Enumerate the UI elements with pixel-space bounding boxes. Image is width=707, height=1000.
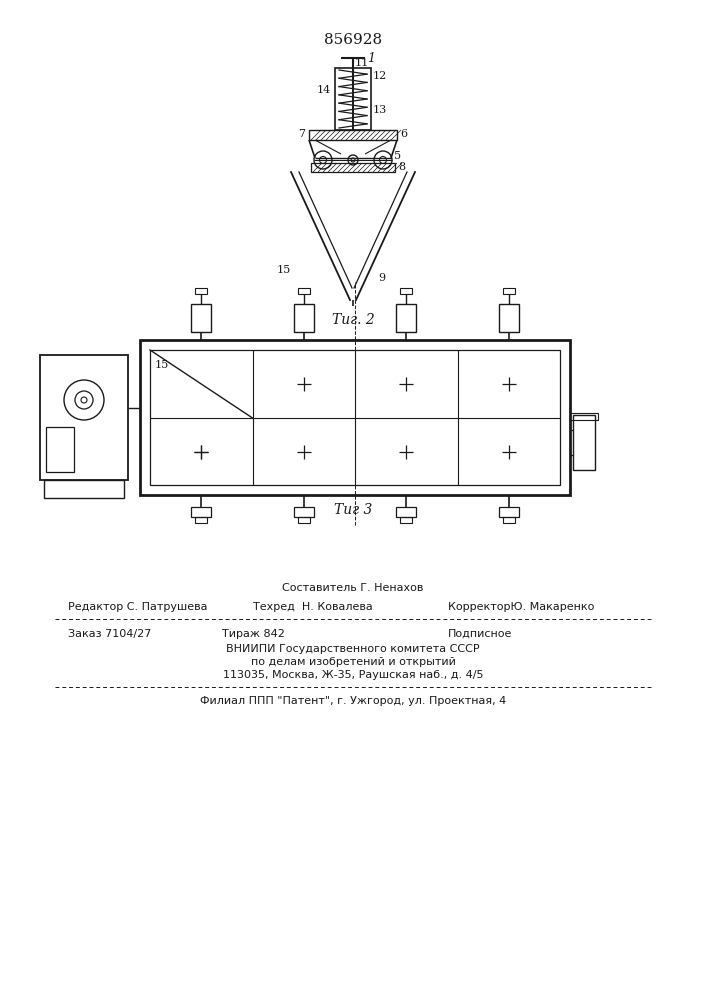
Bar: [400, 288, 412, 294]
Bar: [293, 507, 314, 517]
Text: 15: 15: [276, 265, 291, 275]
Text: 6: 6: [400, 129, 407, 139]
Bar: [503, 517, 515, 523]
Bar: [150, 350, 560, 485]
Text: 9: 9: [378, 273, 385, 283]
Bar: [46, 427, 74, 472]
Bar: [309, 130, 397, 140]
Text: Составитель Г. Ненахов: Составитель Г. Ненахов: [282, 583, 423, 593]
Text: Τиг. 2: Τиг. 2: [332, 313, 375, 327]
Text: Тираж 842: Тираж 842: [221, 629, 284, 639]
Bar: [192, 304, 211, 332]
Text: 15: 15: [155, 360, 169, 370]
Bar: [498, 507, 519, 517]
Bar: [396, 507, 416, 517]
Text: ВНИИПИ Государственного комитета СССР: ВНИИПИ Государственного комитета СССР: [226, 644, 480, 654]
Text: 12: 12: [373, 71, 387, 81]
Bar: [293, 304, 314, 332]
Text: 11: 11: [355, 58, 369, 68]
Text: Τиг 3: Τиг 3: [334, 503, 372, 517]
Text: 14: 14: [317, 85, 331, 95]
Bar: [573, 415, 595, 470]
Text: Техред  Н. Ковалева: Техред Н. Ковалева: [253, 602, 373, 612]
Text: 5: 5: [394, 151, 401, 161]
Bar: [195, 288, 207, 294]
Text: Заказ 7104/27: Заказ 7104/27: [68, 629, 151, 639]
Bar: [498, 304, 519, 332]
Bar: [570, 413, 598, 420]
Text: по делам изобретений и открытий: по делам изобретений и открытий: [250, 657, 455, 667]
Bar: [44, 480, 124, 498]
Text: 113035, Москва, Ж-35, Раушская наб., д. 4/5: 113035, Москва, Ж-35, Раушская наб., д. …: [223, 670, 484, 680]
Text: Подписное: Подписное: [448, 629, 513, 639]
Text: КорректорЮ. Макаренко: КорректорЮ. Макаренко: [448, 602, 595, 612]
Bar: [195, 517, 207, 523]
Text: 856928: 856928: [324, 33, 382, 47]
Text: 7: 7: [298, 129, 305, 139]
Text: 13: 13: [373, 105, 387, 115]
Bar: [396, 304, 416, 332]
Bar: [311, 163, 395, 172]
Bar: [298, 517, 310, 523]
Bar: [298, 288, 310, 294]
Bar: [140, 340, 570, 495]
Bar: [335, 68, 371, 130]
Text: Редактор С. Патрушева: Редактор С. Патрушева: [68, 602, 207, 612]
Text: 1: 1: [367, 51, 375, 64]
Text: 8: 8: [398, 162, 405, 172]
Bar: [192, 507, 211, 517]
Text: Филиал ППП "Патент", г. Ужгород, ул. Проектная, 4: Филиал ППП "Патент", г. Ужгород, ул. Про…: [200, 696, 506, 706]
Bar: [503, 288, 515, 294]
Bar: [400, 517, 412, 523]
Bar: [40, 355, 128, 480]
